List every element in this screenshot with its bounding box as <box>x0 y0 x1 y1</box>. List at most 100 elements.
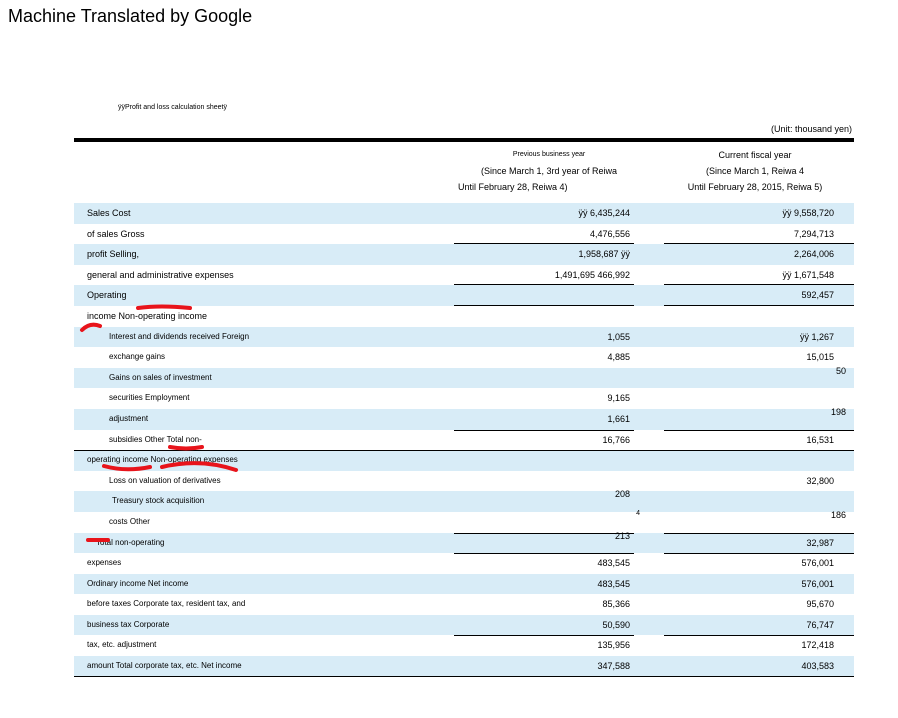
row-overline <box>454 635 634 637</box>
row-label: profit Selling, <box>87 249 140 260</box>
row-label: general and administrative expenses <box>87 269 234 280</box>
row-prev-value: 1,055 <box>607 331 630 342</box>
row-prev-value: 135,956 <box>597 640 630 651</box>
row-curr-value: 95,670 <box>806 599 834 610</box>
row-underline <box>454 304 634 306</box>
row-curr-value: 32,800 <box>806 475 834 486</box>
row-overline <box>74 450 854 452</box>
row-overline <box>454 553 634 555</box>
current-year-title: Current fiscal year <box>718 150 792 160</box>
table-row: Operating 592,457 <box>74 285 854 306</box>
table-row: adjustment 1,661 198 <box>74 406 854 430</box>
table-row: amount Total corporate tax, etc. Net inc… <box>74 656 854 677</box>
row-label: expenses <box>87 558 122 568</box>
row-label: Total non-operating <box>96 537 165 547</box>
row-curr-value: 403,583 <box>801 661 834 672</box>
row-label: Operating <box>87 290 127 301</box>
row-curr-value: 576,001 <box>801 578 834 589</box>
row-prev-value: 4 <box>636 509 640 517</box>
machine-translation-banner: Machine Translated by Google <box>8 6 253 26</box>
row-label: Gains on sales of investment <box>109 372 212 382</box>
row-prev-value: 208 <box>614 489 630 500</box>
table-row: securities Employment 9,165 <box>74 388 854 409</box>
statement-title: ÿÿProfit and loss calculation sheetÿ <box>118 104 227 111</box>
row-prev-value: 213 <box>614 530 630 541</box>
row-curr-value: ÿÿ 9,558,720 <box>782 208 834 218</box>
current-year-start: (Since March 1, Reiwa 4 <box>705 166 805 176</box>
row-curr-value: 172,418 <box>801 640 834 651</box>
table-row: Ordinary income Net income 483,545 576,0… <box>74 573 854 595</box>
row-overline <box>664 429 854 431</box>
row-prev-value: ÿÿ 6,435,244 <box>578 208 630 218</box>
row-underline <box>454 243 634 245</box>
table-row: income Non-operating income <box>74 306 854 327</box>
table-row: business tax Corporate 50,590 76,747 <box>74 614 854 636</box>
row-overline <box>664 553 854 555</box>
previous-year-start: (Since March 1, 3rd year of Reiwa <box>480 166 618 176</box>
row-prev-value: 483,545 <box>597 578 630 589</box>
row-prev-value: 1,661 <box>607 413 630 424</box>
table-row: operating income Non-operating expenses <box>74 450 854 471</box>
unit-label: (Unit: thousand yen) <box>770 124 852 134</box>
table-row: exchange gains 4,885 15,015 <box>74 347 854 368</box>
table-row: Treasury stock acquisition 208 <box>74 489 854 512</box>
table-row: costs Other 4 186 <box>74 509 854 533</box>
row-curr-value: 32,987 <box>806 537 834 548</box>
row-label: of sales Gross <box>87 228 145 239</box>
row-overline <box>454 532 634 534</box>
row-prev-value: 4,476,556 <box>589 228 630 239</box>
row-prev-value: 483,545 <box>597 558 630 569</box>
table-row: of sales Gross 4,476,556 7,294,713 <box>74 224 854 245</box>
current-year-end: Until February 28, 2015, Reiwa 5) <box>687 182 823 192</box>
row-label: operating income Non-operating expenses <box>87 455 238 465</box>
row-curr-value: 186 <box>830 509 846 520</box>
row-prev-value: 1,958,687 ÿÿ <box>578 249 630 260</box>
table-row: Gains on sales of investment 50 <box>74 366 854 389</box>
table-bottom-rule <box>74 676 854 677</box>
table-row: profit Selling, 1,958,687 ÿÿ 2,264,006 <box>74 244 854 265</box>
row-overline <box>664 532 854 534</box>
table-row: expenses 483,545 576,001 <box>74 553 854 574</box>
row-curr-value: 15,015 <box>806 352 834 363</box>
row-curr-value: 198 <box>830 406 846 417</box>
row-prev-value: 85,366 <box>602 599 630 610</box>
row-label: income Non-operating income <box>87 310 208 321</box>
row-prev-value: 4,885 <box>607 352 630 363</box>
table-row: general and administrative expenses 1,49… <box>74 265 854 286</box>
previous-year-title: Previous business year <box>512 151 586 158</box>
previous-year-header: Previous business year (Since March 1, 3… <box>444 147 654 195</box>
row-curr-value: 16,531 <box>806 434 834 445</box>
table-row: Interest and dividends received Foreign … <box>74 326 854 348</box>
row-underline <box>664 284 854 286</box>
row-label: tax, etc. adjustment <box>87 640 157 650</box>
row-prev-value: 50,590 <box>602 619 630 630</box>
row-overline <box>454 429 634 431</box>
table-row: before taxes Corporate tax, resident tax… <box>74 594 854 615</box>
row-curr-value: 592,457 <box>801 290 834 301</box>
row-label: costs Other <box>109 516 150 526</box>
row-label: Ordinary income Net income <box>87 578 189 588</box>
current-year-header: Current fiscal year (Since March 1, Reiw… <box>655 147 855 195</box>
table-row: Sales Cost ÿÿ 6,435,244 ÿÿ 9,558,720 <box>74 203 854 224</box>
table-row: tax, etc. adjustment 135,956 172,418 <box>74 635 854 656</box>
row-curr-value: 7,294,713 <box>793 228 834 239</box>
table-top-rule <box>74 138 854 142</box>
pl-table: Sales Cost ÿÿ 6,435,244 ÿÿ 9,558,720 of … <box>74 203 854 677</box>
row-label: Interest and dividends received Foreign <box>109 331 250 341</box>
row-underline <box>664 304 854 306</box>
row-label: before taxes Corporate tax, resident tax… <box>87 599 246 609</box>
row-label: Sales Cost <box>87 208 131 218</box>
table-row: subsidies Other Total non- 16,766 16,531 <box>74 429 854 451</box>
row-label: exchange gains <box>109 352 166 362</box>
row-curr-value: 2,264,006 <box>793 249 834 260</box>
row-curr-value: ÿÿ 1,671,548 <box>782 269 834 280</box>
row-label: subsidies Other Total non- <box>109 434 202 444</box>
row-underline <box>664 243 854 245</box>
row-prev-value: 1,491,695 466,992 <box>554 269 630 280</box>
row-label: Loss on valuation of derivatives <box>109 475 221 485</box>
row-prev-value: 9,165 <box>607 393 630 404</box>
row-curr-value: 576,001 <box>801 558 834 569</box>
row-label: business tax Corporate <box>87 619 170 629</box>
row-curr-value: 76,747 <box>806 619 834 630</box>
row-label: Treasury stock acquisition <box>112 496 205 506</box>
